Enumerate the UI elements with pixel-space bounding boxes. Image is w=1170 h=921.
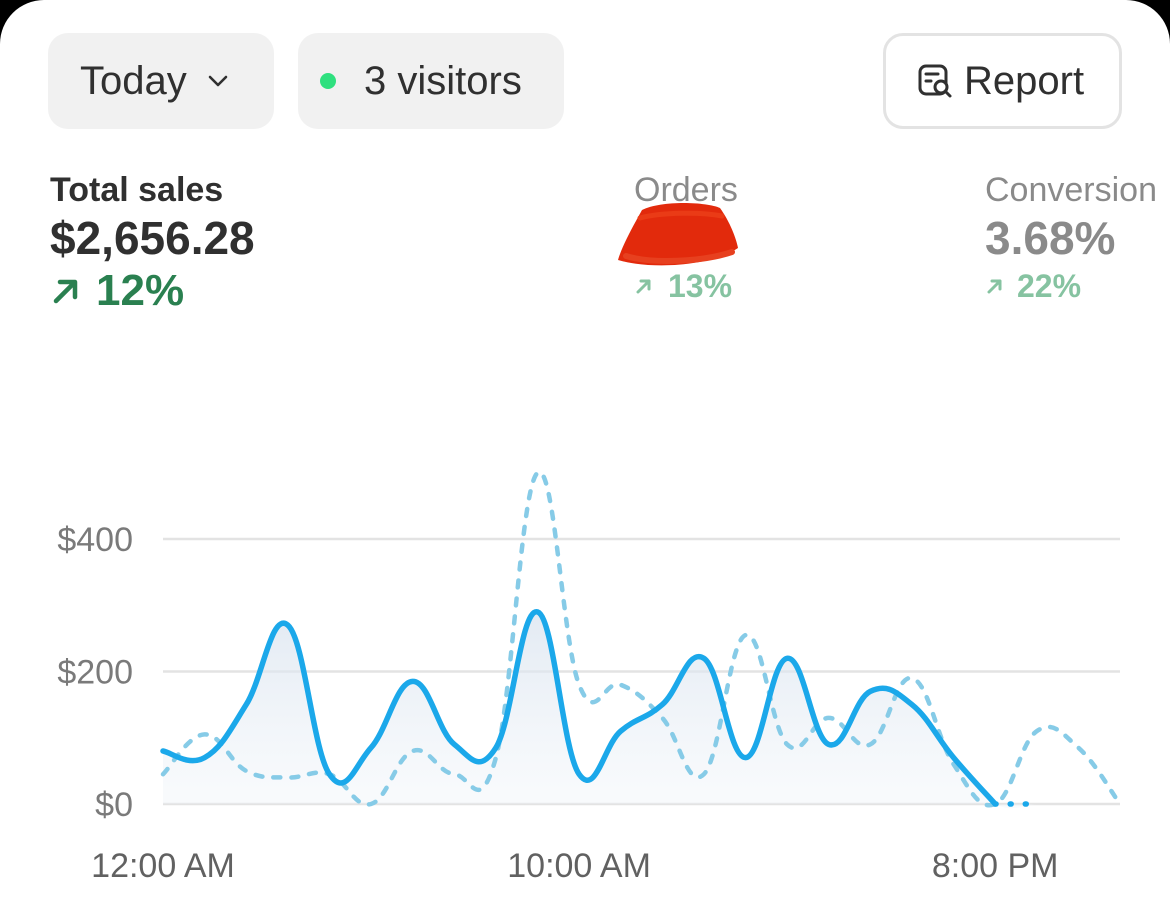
x-tick-label: 10:00 AM	[507, 847, 651, 885]
arrow-up-right-icon	[53, 279, 78, 304]
date-range-dropdown[interactable]: Today	[48, 33, 274, 129]
total-sales-label: Total sales	[50, 171, 224, 209]
chart-series	[160, 470, 1123, 808]
conversion-change: 22%	[985, 266, 1157, 306]
date-range-label: Today	[80, 58, 187, 103]
chart-area-fill	[163, 611, 1037, 809]
total-sales-change-value: 12%	[96, 266, 185, 315]
orders-change-value: 13%	[668, 268, 733, 304]
report-button[interactable]: Report	[883, 33, 1122, 129]
orders-change: 13%	[634, 266, 738, 306]
conversion-label: Conversion	[985, 171, 1157, 209]
x-tick-label: 12:00 AM	[91, 847, 235, 885]
visitors-count: 3 visitors	[364, 58, 522, 103]
x-tick-label: 8:00 PM	[932, 847, 1059, 885]
redaction-scribble	[618, 203, 738, 266]
chevron-down-icon	[208, 75, 228, 87]
x-axis-ticks: 12:00 AM 10:00 AM 8:00 PM	[91, 847, 1058, 885]
conversion-metric[interactable]: Conversion 3.68% 22%	[985, 170, 1157, 306]
total-sales-change: 12%	[50, 266, 255, 316]
report-search-icon	[918, 64, 952, 98]
orders-metric[interactable]: Orders 13%	[634, 170, 738, 306]
y-tick-label: $0	[95, 786, 133, 824]
total-sales-metric[interactable]: Total sales $2,656.28 12%	[50, 170, 255, 316]
live-visitors-button[interactable]: 3 visitors	[298, 33, 564, 129]
arrow-up-right-icon	[987, 279, 1002, 294]
current-series-line	[160, 609, 998, 807]
report-label: Report	[964, 58, 1085, 103]
live-status-dot	[320, 73, 336, 89]
y-axis-ticks: $400 $200 $0	[57, 521, 133, 824]
orders-label: Orders	[634, 171, 738, 209]
y-tick-label: $400	[57, 521, 133, 559]
arrow-up-right-icon	[636, 279, 651, 294]
conversion-change-value: 22%	[1017, 268, 1082, 304]
y-tick-label: $200	[57, 654, 133, 692]
conversion-value: 3.68%	[985, 212, 1116, 264]
total-sales-value: $2,656.28	[50, 212, 255, 264]
sales-line-chart: $400 $200 $0 12:00 AM 10:00 AM 8:00 PM	[57, 470, 1123, 885]
current-series-area	[163, 611, 1037, 809]
